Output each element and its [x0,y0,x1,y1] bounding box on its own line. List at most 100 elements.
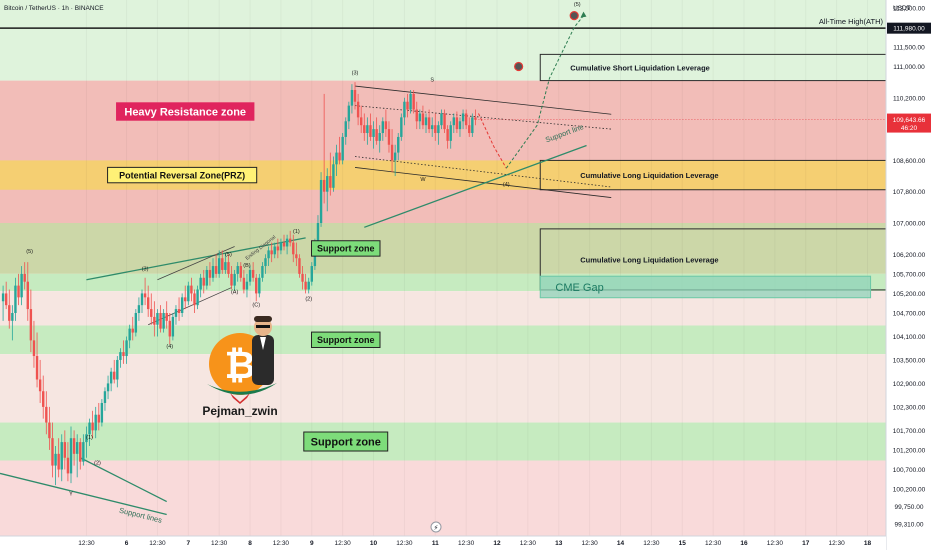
price-tick-label-10: 105,700.00 [893,271,926,278]
target-marker-short-liq [514,61,524,72]
grid-layer [85,0,868,536]
trend-line-3 [86,237,306,281]
candle-body-122 [378,133,381,141]
candle-body-88 [273,246,276,255]
candle-body-78 [242,277,246,290]
candle-body-68 [211,266,215,278]
time-tick-label-25: 18 [864,540,872,547]
candle-body-41 [128,328,131,341]
zones-layer [0,0,886,536]
candle-body-94 [292,242,295,255]
zone-band-9 [0,422,886,461]
candle-body-152 [471,117,474,134]
candle-body-46 [143,293,147,298]
candle-body-143 [443,113,446,130]
wave-label-15: (5) [26,249,33,255]
bitcoin-symbol-icon: ₿ [225,345,256,387]
candle-body-120 [372,129,375,137]
goto-realtime-icon[interactable]: ⚡ [430,521,442,533]
candle-body-24 [75,442,79,454]
liquidation-boxes-layer [539,53,887,299]
candle-body-59 [184,297,187,302]
candle-body-7 [23,273,26,282]
candle-body-11 [35,356,39,380]
candle-body-108 [335,152,338,165]
projection-arrowhead [580,11,587,18]
time-tick-label-0: 12:30 [78,540,95,547]
author-name: Pejman_zwin [202,404,277,418]
ending-diagonal-lower [148,287,232,326]
wave-label-14: (2) [94,460,101,466]
zone-label-text-7: Support zone [317,335,375,345]
channel-line-0 [354,85,612,115]
candle-body-153 [474,117,477,120]
wave-label-12: (C) [252,303,260,309]
candle-body-13 [42,391,45,407]
time-tick-label-9: 10 [370,540,378,547]
wave-label-4: W [420,177,426,183]
candle-body-25 [79,442,82,462]
candle-body-47 [146,297,150,310]
candle-body-102 [316,223,320,243]
candle-body-89 [276,246,280,251]
candle-body-82 [255,277,258,294]
wave-label-13: (1) [86,435,93,441]
candle-body-6 [20,273,23,298]
zone-band-4 [0,223,886,274]
candle-body-43 [134,312,138,333]
time-tick-label-3: 7 [187,540,191,547]
candle-body-150 [464,113,468,126]
candle-body-103 [319,179,323,224]
candle-body-124 [384,121,388,130]
time-tick-label-12: 12:30 [458,540,475,547]
symbol-header: Bitcoin / TetherUS · 1h · BINANCE [4,5,104,12]
author-badge: ₿ Pejman_zwin [202,316,278,418]
candle-body-69 [214,266,218,274]
time-tick-label-22: 12:30 [767,540,784,547]
candle-body-133 [412,93,415,110]
candle-body-77 [239,266,242,278]
candle-body-84 [261,266,264,278]
candle-body-31 [97,414,100,423]
candle-body-80 [248,269,252,282]
candle-body-23 [72,438,76,454]
candle-body-37 [116,359,119,380]
time-tick-label-18: 12:30 [643,540,660,547]
zone-label-text-3: Potential Reversal Zone(PRZ) [119,170,245,180]
price-tag-ath [887,22,931,34]
candle-body-57 [177,309,181,313]
candle-body-2 [8,305,11,321]
price-tick-label-8: 107,000.00 [893,221,926,228]
candle-body-145 [449,125,452,141]
time-tick-label-15: 13 [555,540,563,547]
candle-body-107 [332,164,335,188]
candle-body-123 [381,121,385,134]
candle-body-67 [208,269,212,278]
time-tick-label-5: 8 [248,540,252,547]
channel-line-3 [354,167,612,198]
zone-label-text-9: Support zone [311,436,381,448]
candle-body-109 [338,152,341,161]
wave-label-2: (5) [574,2,581,8]
time-axis-background [0,536,886,550]
candle-body-140 [434,125,437,134]
time-tick-label-19: 15 [679,540,687,547]
zone-label-4: Support zone [311,240,381,257]
price-tick-label-12: 104,700.00 [893,310,926,317]
candle-body-105 [326,176,329,192]
candle-body-129 [400,117,403,137]
candle-body-92 [285,238,289,247]
liquidation-box-3 [539,275,872,299]
price-tick-label-17: 101,700.00 [893,428,926,435]
channel-line-1 [354,105,612,130]
current-price-tag [887,113,931,133]
candle-body-74 [230,273,233,286]
candle-body-141 [437,125,440,134]
candle-body-30 [94,414,97,431]
time-tick-label-8: 12:30 [335,540,352,547]
trend-line-2 [79,457,167,503]
candle-body-20 [63,442,67,458]
candle-body-65 [202,277,205,286]
time-tick-label-13: 12 [493,540,501,547]
